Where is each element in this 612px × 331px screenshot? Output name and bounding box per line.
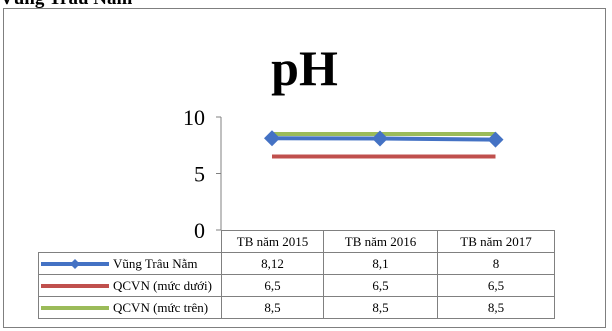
- chart-frame: pH: [3, 8, 606, 328]
- series-1-point-marker: [487, 131, 504, 148]
- table-corner-cell: [38, 230, 222, 253]
- data-value-cell: 6,5: [221, 274, 324, 297]
- legend-cell: QCVN (mức dưới): [38, 274, 222, 297]
- series-1-point-marker: [264, 130, 280, 147]
- data-value-cell: 8,12: [221, 252, 324, 275]
- legend-label: QCVN (mức trên): [113, 299, 209, 315]
- y-tick-label: 5: [194, 162, 205, 187]
- table-row: QCVN (mức dưới) 6,5 6,5 6,5: [38, 274, 555, 297]
- data-value-cell: 8,5: [323, 296, 438, 319]
- table-header-row: TB năm 2015 TB năm 2016 TB năm 2017: [38, 230, 555, 253]
- data-table: TB năm 2015 TB năm 2016 TB năm 2017 Vũng Tr…: [38, 230, 555, 319]
- data-value-cell: 8,5: [221, 296, 324, 319]
- page-heading-fragment: Vùng Trâu Nằm: [0, 0, 132, 10]
- series-1-point-marker: [372, 130, 388, 147]
- table-row: Vũng Trâu Nằm 8,12 8,1 8: [38, 252, 555, 275]
- category-label: TB năm 2015: [221, 230, 324, 253]
- table-row: QCVN (mức trên) 8,5 8,5 8,5: [38, 296, 555, 319]
- legend-label: QCVN (mức dưới): [113, 277, 212, 293]
- category-label: TB năm 2017: [437, 230, 555, 253]
- legend-label: Vũng Trâu Nằm: [113, 255, 198, 271]
- data-value-cell: 8: [437, 252, 555, 275]
- y-tick-label: 10: [183, 105, 205, 130]
- legend-key: [41, 258, 109, 269]
- chart-title: pH: [271, 40, 338, 96]
- legend-key: [41, 305, 109, 310]
- legend-cell: QCVN (mức trên): [38, 296, 222, 319]
- data-value-cell: 6,5: [323, 274, 438, 297]
- category-label: TB năm 2016: [323, 230, 438, 253]
- legend-key: [41, 283, 109, 288]
- data-value-cell: 6,5: [437, 274, 555, 297]
- data-value-cell: 8,5: [437, 296, 555, 319]
- legend-cell: Vũng Trâu Nằm: [38, 252, 222, 275]
- data-value-cell: 8,1: [323, 252, 438, 275]
